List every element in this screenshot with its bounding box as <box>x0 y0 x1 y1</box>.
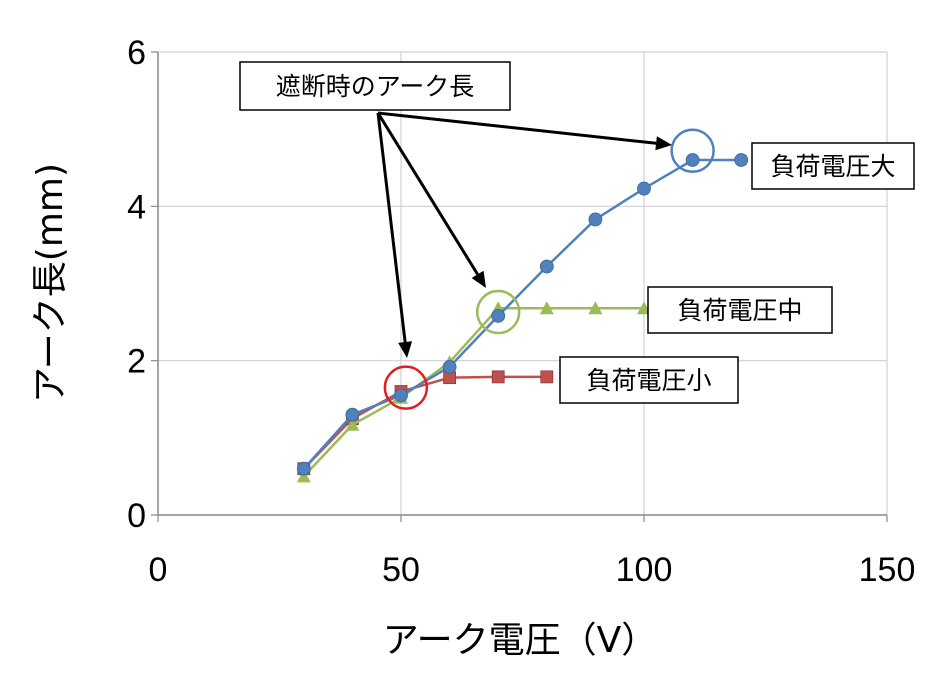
data-point <box>491 370 505 384</box>
series-label-box-medium <box>647 286 833 334</box>
arrow-line <box>376 112 479 276</box>
data-point <box>345 417 360 431</box>
callout-box <box>239 61 511 111</box>
x-tick-label: 150 <box>859 551 916 589</box>
series-label-box-small <box>559 356 739 404</box>
x-tick-label: 50 <box>382 551 420 589</box>
callout-label: 遮断時のアーク長 <box>276 72 475 101</box>
y-tick-label: 6 <box>127 34 146 72</box>
arrow-head <box>655 136 672 151</box>
arrow-line <box>376 112 407 343</box>
series-0 <box>297 370 554 476</box>
series-line <box>302 306 644 478</box>
cutoff-circle <box>670 128 715 174</box>
series-label-box-large <box>751 142 915 190</box>
x-tick-label: 100 <box>616 551 673 589</box>
arrow-line <box>377 111 657 145</box>
series-2 <box>296 153 749 476</box>
data-point <box>345 407 360 422</box>
data-point <box>539 259 554 274</box>
cutoff-circle <box>383 365 429 410</box>
grid-lines <box>158 51 888 515</box>
series-line <box>302 158 742 470</box>
arrow-head <box>398 341 413 358</box>
data-point <box>588 212 603 227</box>
series-label-medium: 負荷電圧中 <box>677 296 802 325</box>
callout-group: 遮断時のアーク長 <box>239 61 511 111</box>
y-tick-label: 2 <box>127 343 146 381</box>
data-point <box>296 469 311 483</box>
x-tick-labels: 0 50 100 150 <box>149 551 916 589</box>
data-point <box>734 153 749 167</box>
series-label-small: 負荷電圧小 <box>586 366 711 395</box>
y-axis-title: アーク長(mm) <box>30 163 71 403</box>
x-axis-title: アーク電圧（V） <box>383 620 657 661</box>
data-point <box>394 388 408 403</box>
y-tick-label: 4 <box>127 188 146 226</box>
series-labels: 負荷電圧大 負荷電圧中 負荷電圧小 <box>559 142 915 404</box>
data-point <box>442 359 457 374</box>
callout-arrows <box>376 111 672 358</box>
data-point <box>539 301 554 315</box>
arrow-head <box>471 270 486 288</box>
data-point <box>491 309 506 323</box>
data-point <box>296 461 311 476</box>
data-series <box>296 153 749 483</box>
cutoff-circles <box>383 128 715 410</box>
y-tick-labels: 0 2 4 6 <box>127 34 146 535</box>
data-point <box>540 370 554 384</box>
data-point <box>637 181 651 196</box>
data-point <box>588 301 603 315</box>
x-tick-label: 0 <box>149 551 168 589</box>
y-tick-label: 0 <box>127 497 146 535</box>
axes <box>151 51 888 522</box>
data-point <box>685 153 700 167</box>
series-line <box>302 375 547 470</box>
cutoff-circle <box>475 289 521 335</box>
series-label-large: 負荷電圧大 <box>770 152 895 181</box>
